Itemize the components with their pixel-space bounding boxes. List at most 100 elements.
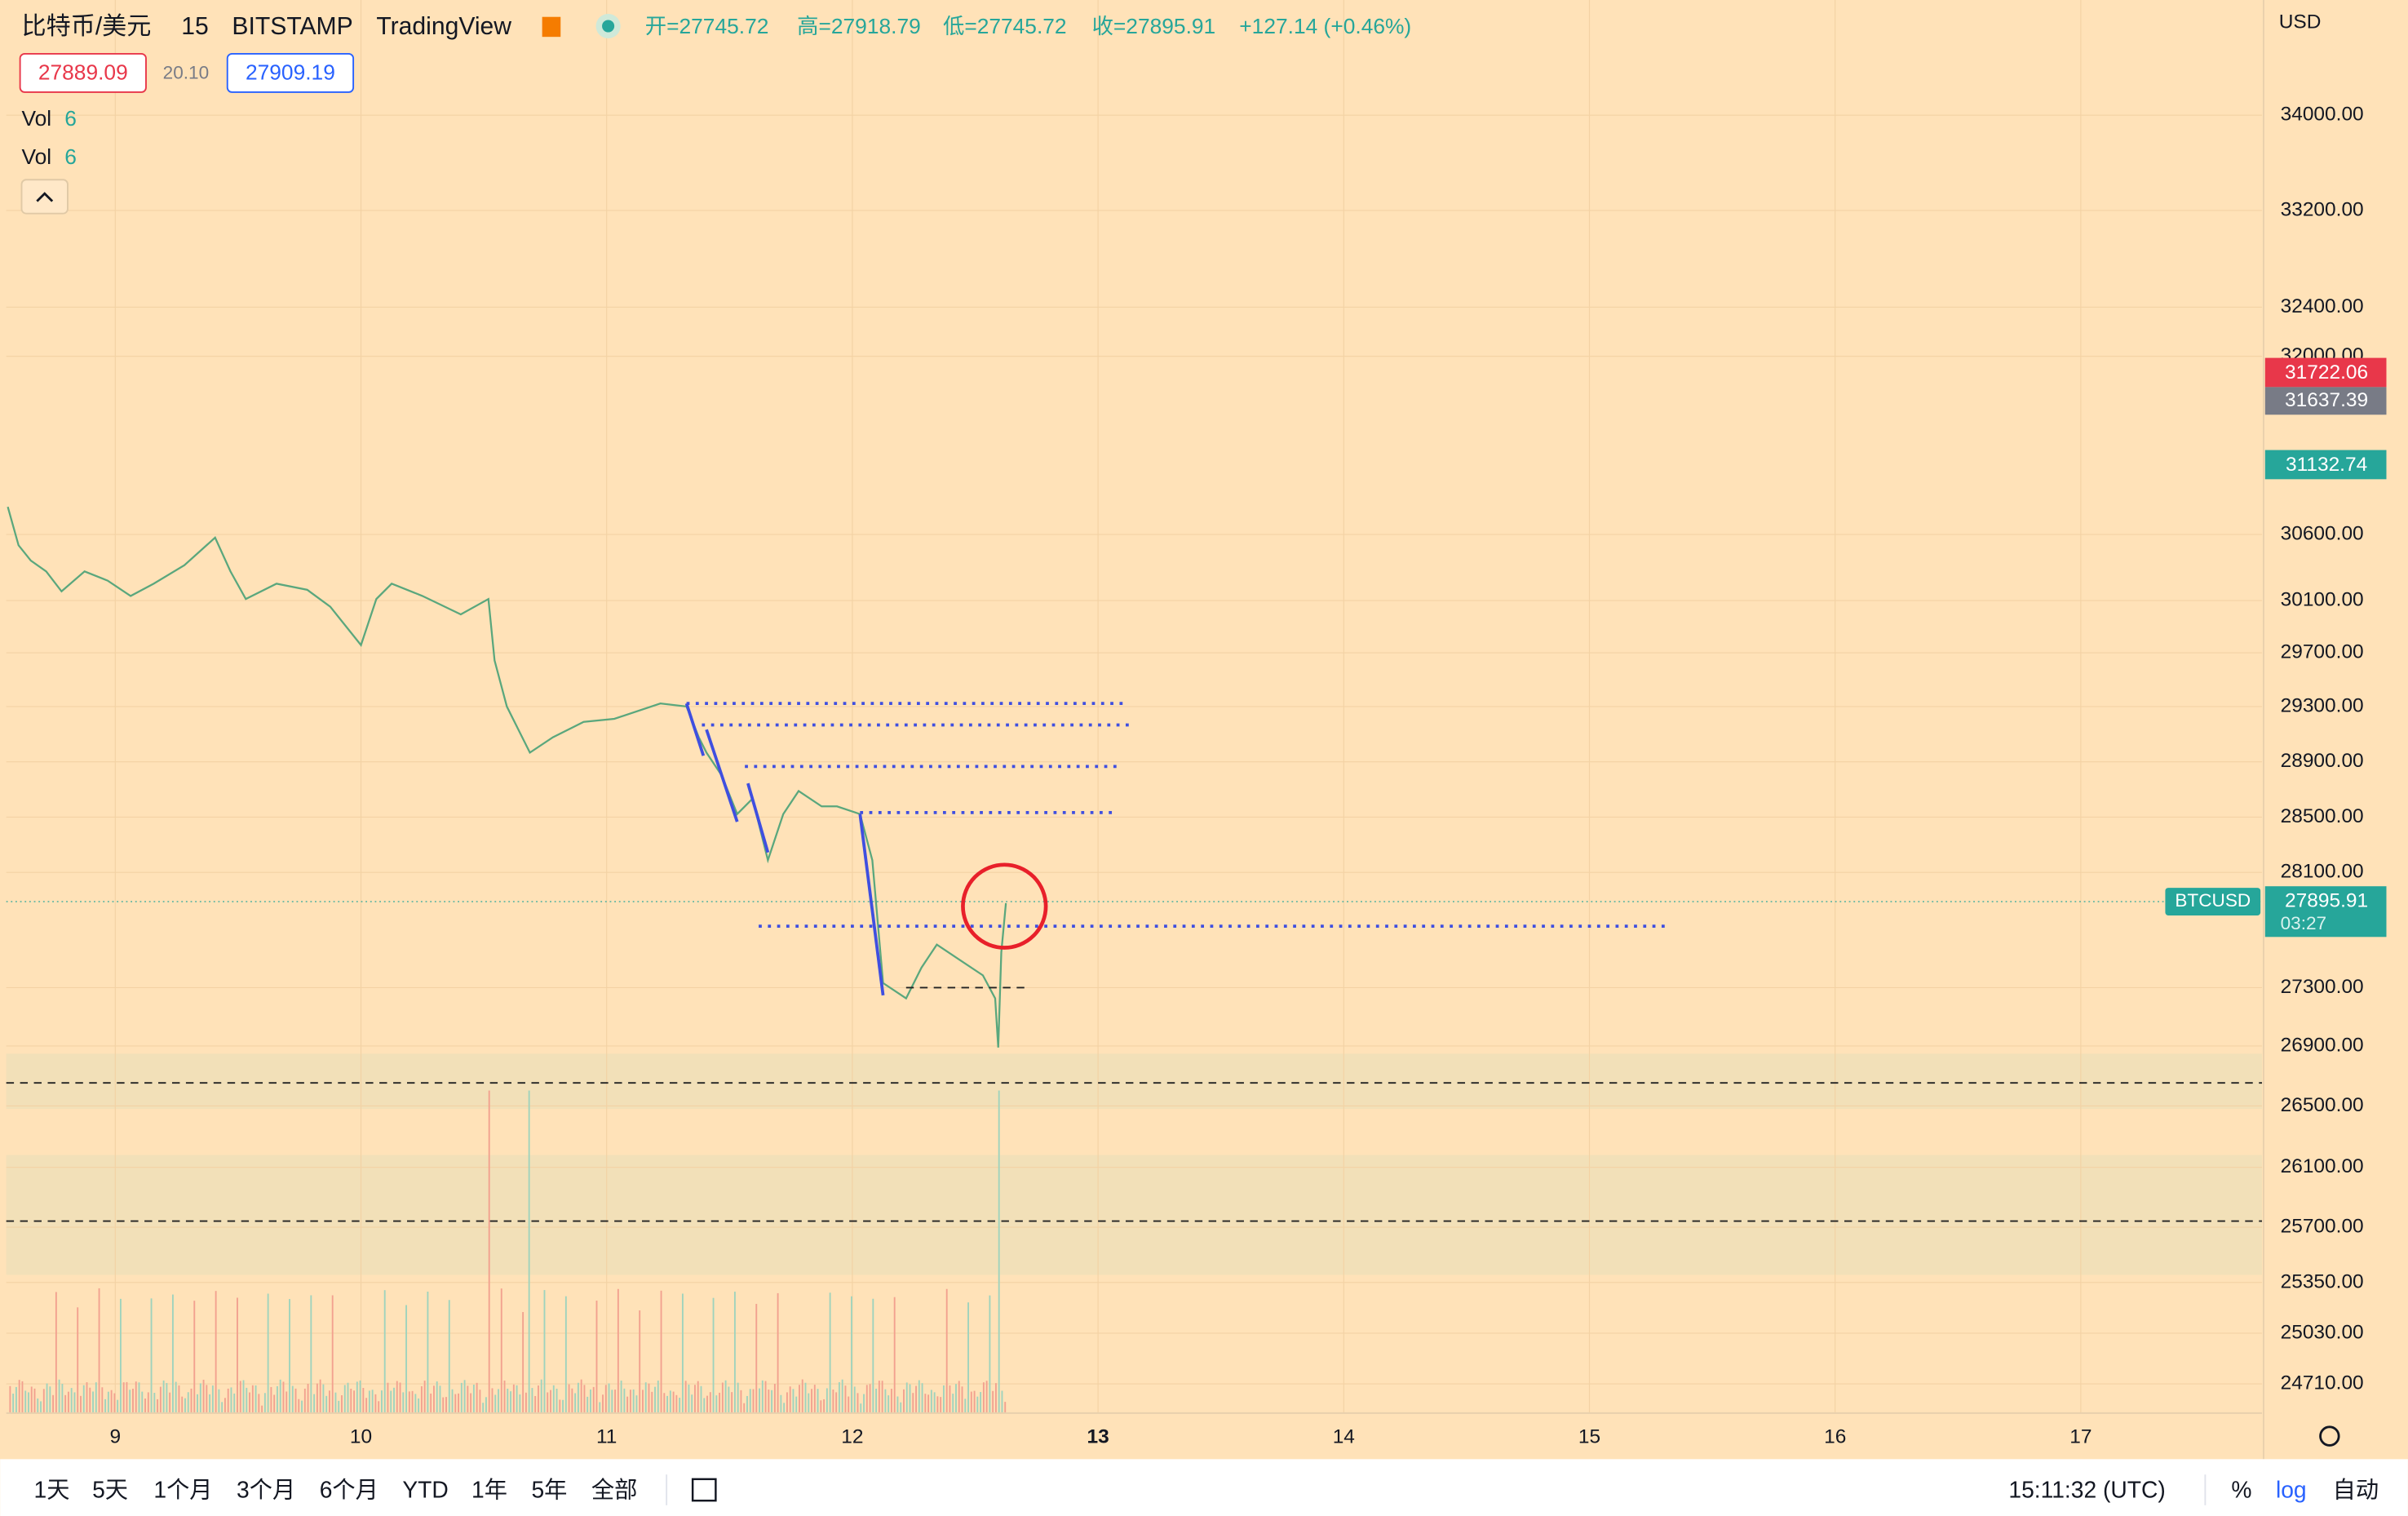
collapse-button[interactable] xyxy=(20,179,69,215)
range-button[interactable]: 5年 xyxy=(531,1476,567,1502)
volume-bar xyxy=(940,1397,942,1413)
volume-bar xyxy=(927,1394,930,1413)
range-button[interactable]: 5天 xyxy=(92,1476,128,1502)
volume-bar xyxy=(841,1379,843,1413)
volume-bar xyxy=(976,1396,979,1413)
volume-bar xyxy=(829,1292,831,1413)
range-button[interactable]: 3个月 xyxy=(237,1476,295,1502)
volume-bar xyxy=(512,1384,515,1413)
volume-bar xyxy=(516,1385,518,1413)
settings-icon[interactable] xyxy=(2319,1425,2340,1447)
volume-bar xyxy=(258,1394,260,1413)
bid[interactable]: 27889.09 xyxy=(38,60,128,84)
volume-bar xyxy=(294,1388,297,1413)
auto-toggle[interactable]: 自动 xyxy=(2333,1476,2379,1502)
indicator-name[interactable]: Vol xyxy=(21,106,51,131)
sell-box[interactable] xyxy=(19,52,147,93)
range-button[interactable]: 1天 xyxy=(34,1476,70,1502)
volume-bar xyxy=(197,1394,198,1413)
currency[interactable]: USD xyxy=(2279,11,2322,33)
interval[interactable]: 15 xyxy=(181,13,209,40)
volume-bar xyxy=(166,1383,168,1413)
volume-bar xyxy=(731,1392,733,1413)
volume-bar xyxy=(568,1384,570,1413)
volume-bar xyxy=(341,1395,343,1413)
volume-bar xyxy=(804,1382,807,1413)
percent-toggle[interactable]: % xyxy=(2231,1476,2251,1502)
volume-bar xyxy=(494,1394,497,1413)
volume-bar xyxy=(651,1391,653,1413)
volume-bar xyxy=(811,1389,812,1413)
price-label: 28500.00 xyxy=(2281,805,2364,827)
symbol[interactable]: 比特币/美元 xyxy=(21,13,151,40)
volume-bar xyxy=(270,1386,272,1413)
clock[interactable]: 15:11:32 (UTC) xyxy=(2008,1476,2165,1502)
volume-bar xyxy=(40,1401,42,1413)
buy-box[interactable] xyxy=(226,52,355,93)
volume-bar xyxy=(936,1396,939,1413)
volume-bar xyxy=(171,1294,174,1413)
trend-lines xyxy=(684,703,885,996)
volume-bar xyxy=(374,1394,377,1413)
volume-bar xyxy=(356,1381,358,1413)
range-button[interactable]: 全部 xyxy=(591,1476,637,1502)
range-button[interactable]: 6个月 xyxy=(320,1476,378,1502)
indicator-name[interactable]: Vol xyxy=(21,144,51,169)
range-button[interactable]: YTD xyxy=(402,1476,448,1502)
volume-bar xyxy=(273,1394,276,1413)
range-button[interactable]: 1年 xyxy=(471,1476,507,1502)
flag-icon[interactable] xyxy=(542,16,561,38)
volume-bar xyxy=(789,1386,791,1413)
volume-bar xyxy=(863,1394,865,1413)
volume-bar xyxy=(49,1386,51,1413)
date-range-icon[interactable] xyxy=(691,1478,717,1502)
volume-bar xyxy=(583,1385,586,1413)
volume-bar xyxy=(826,1388,828,1413)
volume-bar xyxy=(261,1405,263,1413)
volume-bar xyxy=(878,1381,880,1413)
volume-bar xyxy=(890,1389,892,1413)
volume-bar xyxy=(390,1390,392,1413)
price-label: 28900.00 xyxy=(2281,750,2364,772)
volume-bar xyxy=(881,1381,883,1413)
volume-bar xyxy=(540,1379,542,1413)
volume-bar xyxy=(522,1312,525,1413)
volume-bar xyxy=(479,1390,481,1413)
log-toggle[interactable]: log xyxy=(2276,1476,2307,1502)
volume-bar xyxy=(660,1290,662,1413)
zone-band xyxy=(6,1155,2263,1275)
volume-bar xyxy=(564,1296,567,1413)
volume-bar xyxy=(338,1400,340,1413)
volume-bar xyxy=(1001,1390,1003,1413)
volume-bar xyxy=(768,1390,770,1413)
volume-bar xyxy=(181,1396,184,1413)
volume-bar xyxy=(242,1380,245,1413)
volume-bar xyxy=(912,1393,914,1413)
ask[interactable]: 27909.19 xyxy=(246,60,335,84)
volume-bar xyxy=(642,1390,644,1413)
price-label: 30100.00 xyxy=(2281,589,2364,611)
volume-bar xyxy=(799,1385,800,1413)
volume-bar xyxy=(237,1297,238,1413)
volume-bar xyxy=(998,1090,1000,1413)
volume-bar xyxy=(614,1390,617,1413)
volume-bar xyxy=(952,1394,954,1413)
volume-bar xyxy=(992,1390,994,1413)
volume-bar xyxy=(230,1387,232,1413)
volume-bar xyxy=(187,1392,189,1413)
volume-bar xyxy=(759,1388,760,1413)
volume-bar xyxy=(144,1399,146,1413)
volume-bar xyxy=(52,1394,55,1413)
volume-bar xyxy=(24,1390,27,1413)
volume-bar xyxy=(980,1392,982,1413)
price-label: 33200.00 xyxy=(2281,198,2364,220)
volume-bar xyxy=(865,1385,868,1413)
volume-bar xyxy=(848,1396,850,1413)
range-button[interactable]: 1个月 xyxy=(153,1476,212,1502)
volume-bar xyxy=(353,1390,355,1413)
volume-bar xyxy=(153,1393,156,1413)
volume-bar xyxy=(918,1380,920,1413)
volume-bar xyxy=(761,1380,764,1413)
volume-bar xyxy=(9,1385,11,1413)
volume-bar xyxy=(688,1384,690,1413)
